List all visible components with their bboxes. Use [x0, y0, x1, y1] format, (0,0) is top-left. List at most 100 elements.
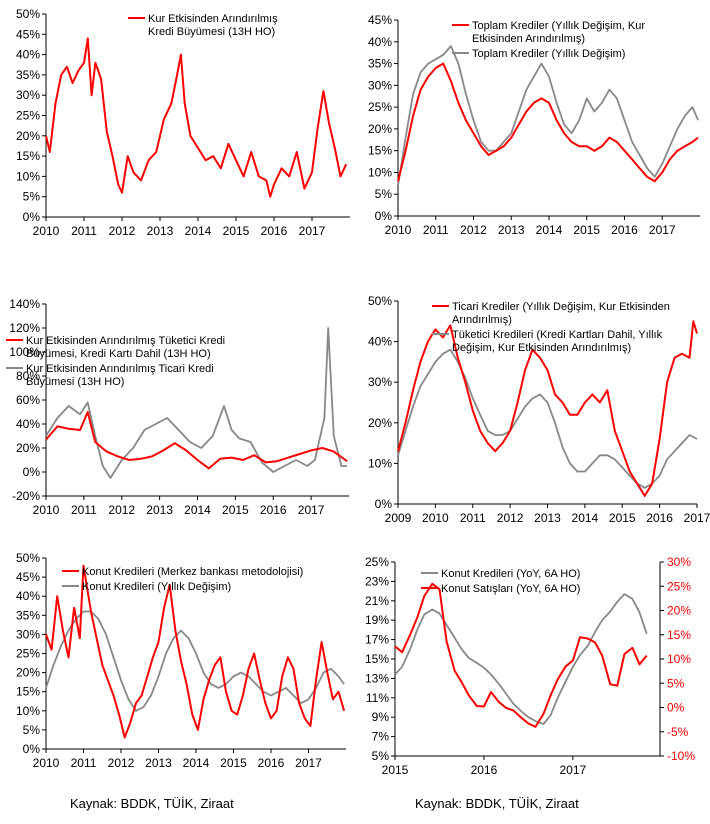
y-tick-label: 30%	[16, 88, 40, 102]
x-tick-label: 2013	[145, 756, 172, 770]
y-tick-label: 21%	[365, 594, 389, 608]
x-tick-label: 2016	[260, 503, 287, 517]
x-tick-label: 2014	[184, 503, 211, 517]
y-tick-label: 5%	[23, 190, 41, 204]
y-tick-label: 40%	[368, 35, 392, 49]
y-tick-label: 7%	[372, 730, 390, 744]
y-tick-label: 35%	[16, 68, 40, 82]
legend-label-2: Tüketici Kredileri (Kredi Kartları Dahil…	[452, 329, 663, 354]
y-tick-label: 50%	[16, 7, 40, 21]
y-tick-label: 25%	[365, 555, 389, 569]
y-tick-label: 19%	[365, 613, 389, 627]
y-tick-label: 5%	[372, 749, 390, 763]
y-tick-label: 40%	[368, 335, 392, 349]
y-tick-label: 30%	[16, 627, 40, 641]
y-tick-label: 10%	[368, 165, 392, 179]
x-tick-label: 2015	[222, 503, 249, 517]
y-tick-label: 20%	[368, 122, 392, 136]
x-tick-label: 2012	[108, 756, 135, 770]
y-tick-label: 0%	[23, 210, 41, 224]
y-tick-label: 40%	[16, 589, 40, 603]
y-tick-label: 25%	[368, 100, 392, 114]
x-tick-label: 2017	[299, 224, 326, 238]
y-tick-label: 35%	[16, 608, 40, 622]
x-tick-label: 2011	[71, 224, 97, 238]
x-tick-label: 2010	[33, 224, 60, 238]
legend-label-1: Konut Kredileri (Merkez bankası metodolo…	[82, 566, 303, 578]
y-tick-label: 50%	[368, 294, 392, 308]
y-tick-label: 11%	[366, 691, 389, 705]
series-line-1	[394, 593, 648, 725]
x-tick-label: 2010	[422, 511, 449, 525]
x-tick-label: 2014	[185, 224, 212, 238]
y-tick-label: 13%	[365, 671, 389, 685]
x-tick-label: 2015	[609, 511, 636, 525]
y-tick-label: 5%	[375, 187, 393, 201]
x-tick-label: 2012	[108, 503, 135, 517]
series-line-2	[45, 610, 345, 712]
y-tick-label: 30%	[368, 375, 392, 389]
x-tick-label: 2013	[146, 503, 173, 517]
y-tick-label: 50%	[16, 551, 40, 565]
y2-tick-label: 15%	[667, 628, 691, 642]
x-tick-label: 2014	[183, 756, 210, 770]
x-tick-label: 2014	[572, 511, 599, 525]
x-tick-label: 2017	[560, 763, 587, 777]
series-line-2	[394, 582, 648, 728]
y-tick-label: 20%	[16, 666, 40, 680]
y-tick-label: 0%	[375, 209, 393, 223]
y-tick-label: 10%	[16, 704, 40, 718]
series-line-1	[397, 62, 699, 183]
x-tick-label: 2013	[534, 511, 561, 525]
y-tick-label: 15%	[365, 652, 389, 666]
series-line-2	[45, 327, 348, 479]
legend-label-2: Kur Etkisinden Arındırılmış Ticari Kredi…	[26, 363, 214, 388]
chart-housing-loans: 0% 5% 10% 15% 20% 25% 30% 35% 40% 45% 50% 2010 2011 2…	[16, 551, 346, 770]
y-tick-label: 10%	[368, 456, 392, 470]
y-tick-label: 10%	[16, 169, 40, 183]
series-line-1	[45, 411, 348, 470]
x-tick-label: 2014	[536, 223, 563, 237]
y-tick-label: 15%	[16, 149, 40, 163]
y-tick-label: 60%	[16, 393, 40, 407]
chart-consumer-commercial-growth: -20% 0% 20% 40% 60% 80% 100% 120% 140% 2010 2011 20…	[6, 297, 349, 517]
legend-label-2: Konut Satışları (YoY, 6A HO)	[441, 583, 580, 595]
x-tick-label: 2013	[498, 223, 525, 237]
x-tick-label: 2013	[147, 224, 174, 238]
y-tick-label: 40%	[16, 48, 40, 62]
y-tick-label: -20%	[12, 489, 40, 503]
x-tick-label: 2011	[71, 756, 97, 770]
legend-label-1: Kur Etkisinden Arındırılmış Tüketici Kre…	[26, 335, 225, 360]
series-line-2	[397, 45, 699, 186]
x-tick-label: 2011	[71, 503, 97, 517]
x-tick-label: 2017	[684, 511, 710, 525]
y2-tick-label: 30%	[667, 555, 691, 569]
y-tick-label: 17%	[365, 633, 389, 647]
x-tick-label: 2012	[460, 223, 487, 237]
source-note-left: Kaynak: BDDK, TÜİK, Ziraat	[70, 796, 234, 811]
y2-tick-label: 20%	[667, 604, 691, 618]
x-tick-label: 2010	[385, 223, 412, 237]
x-tick-label: 2017	[295, 756, 322, 770]
y-tick-label: 9%	[372, 710, 390, 724]
legend-label-1: Toplam Krediler (Yıllık Değişim, Kur Etki…	[472, 20, 645, 45]
y-tick-label: 0%	[375, 497, 393, 511]
x-tick-label: 2016	[646, 511, 673, 525]
series-line-2	[397, 348, 698, 489]
y-tick-label: 30%	[368, 78, 392, 92]
y2-tick-label: -10%	[667, 749, 695, 763]
y-tick-label: 40%	[16, 417, 40, 431]
x-tick-label: 2017	[649, 223, 676, 237]
chart-housing-loans-sales: 5% 7% 9% 11% 13% 15% 17% 19% 21% 23% 25% -10% -5% 0% 5…	[365, 555, 695, 777]
y-tick-label: 140%	[9, 297, 40, 311]
series-line-1	[397, 320, 698, 497]
y2-tick-label: -5%	[667, 725, 689, 739]
y-tick-label: 0%	[23, 742, 41, 756]
x-tick-label: 2015	[220, 756, 247, 770]
y2-tick-label: 10%	[667, 652, 691, 666]
chart-credit-growth-fx-adjusted: 0% 5% 10% 15% 20% 25% 30% 35% 40% 45% 50% 2010 2011 2…	[16, 7, 350, 238]
x-tick-label: 2017	[298, 503, 325, 517]
y-tick-label: 25%	[16, 647, 40, 661]
y2-tick-label: 25%	[667, 579, 691, 593]
y-tick-label: 20%	[16, 441, 40, 455]
